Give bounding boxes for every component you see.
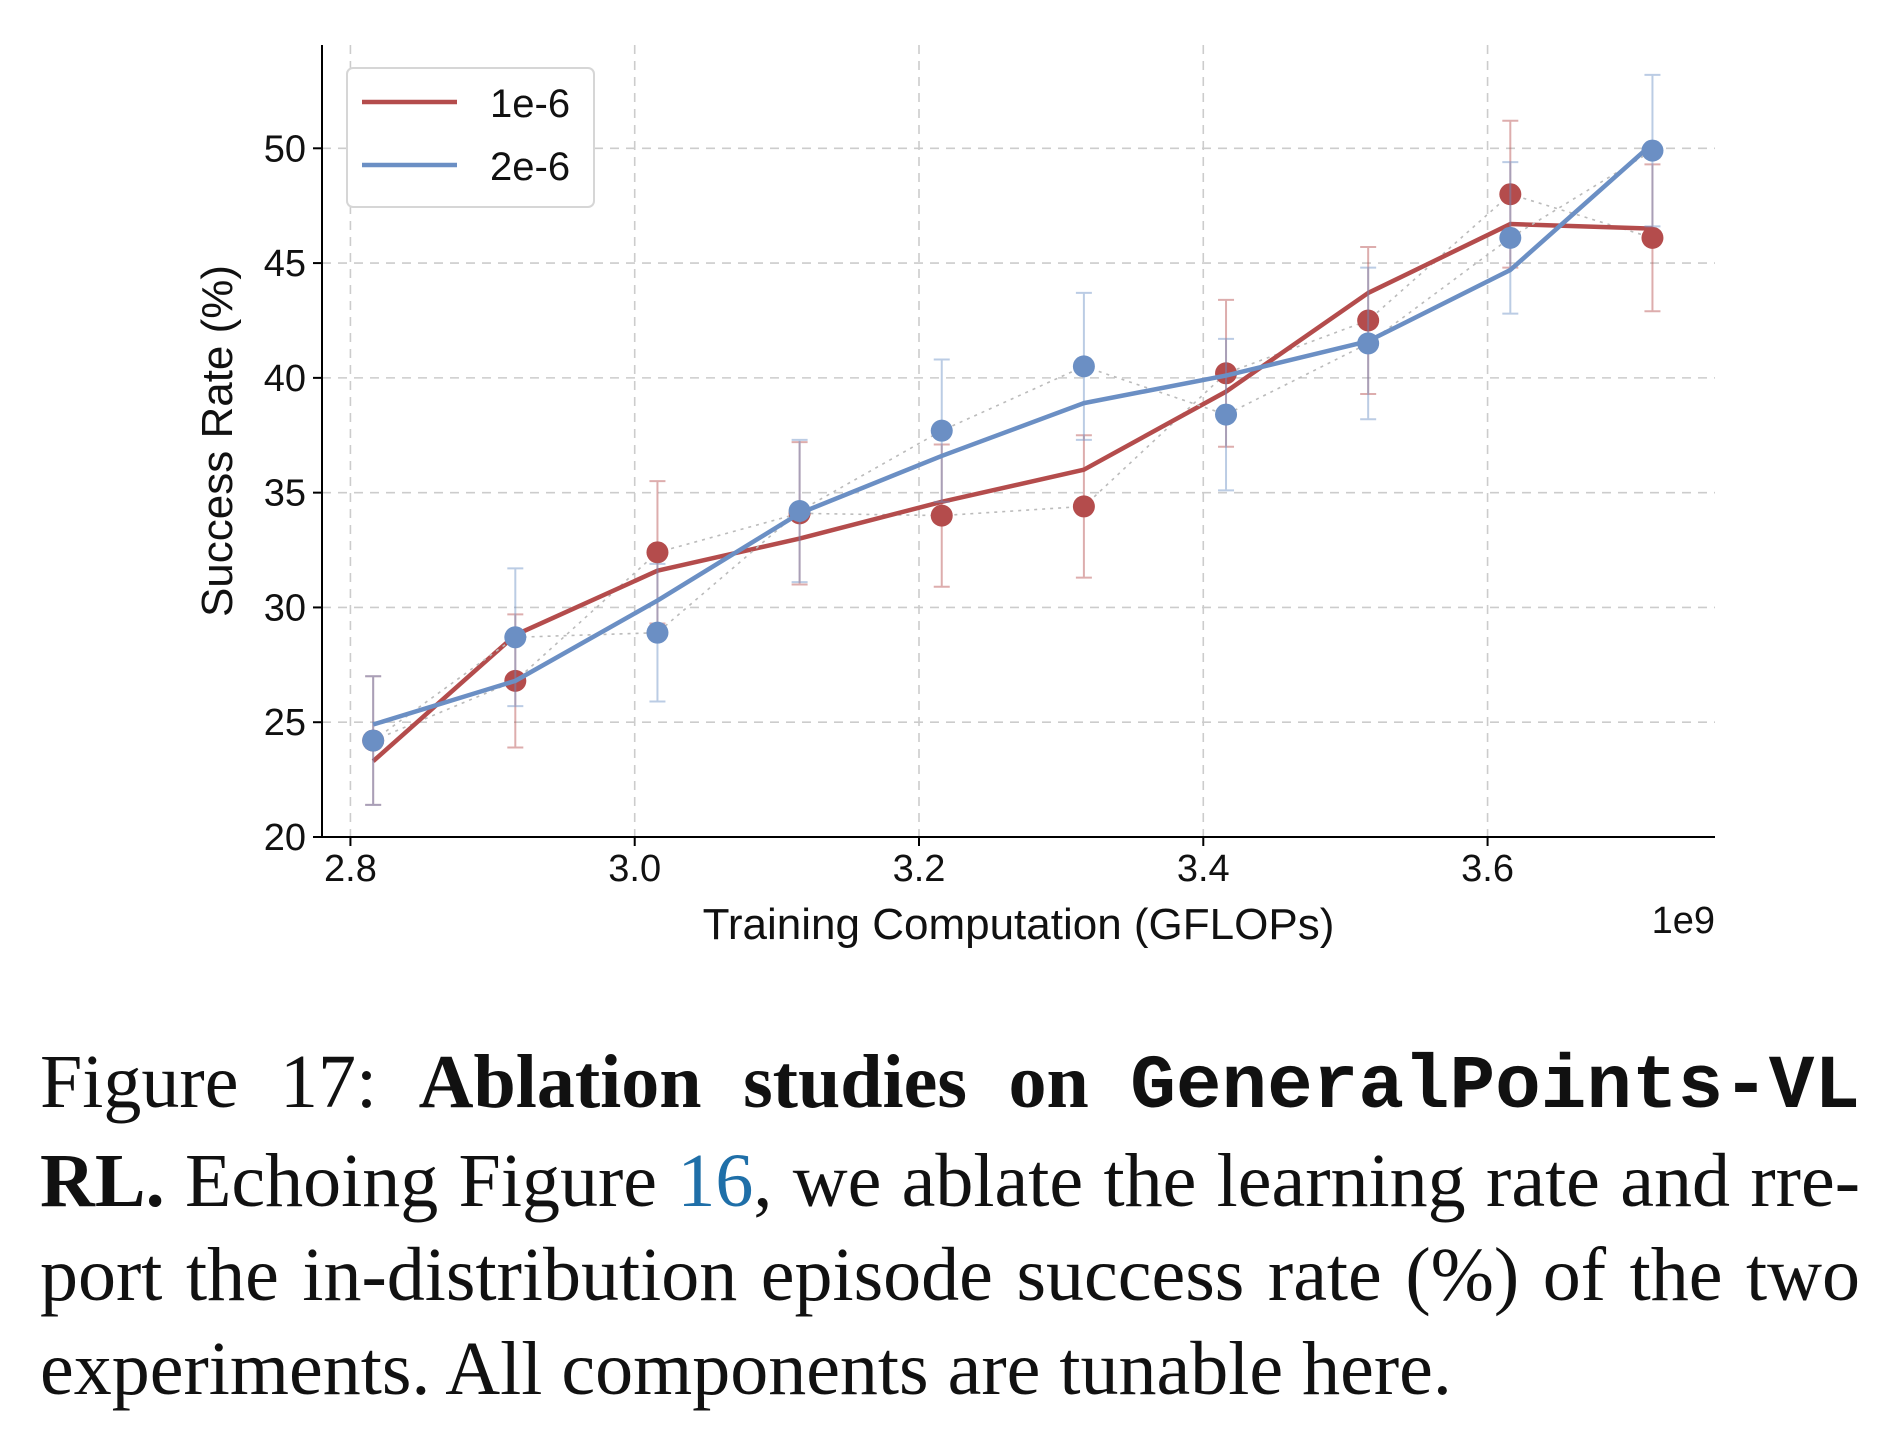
y-tick-label: 50 [264,128,306,170]
caption-title-end: RL. [40,1139,165,1223]
data-point [788,500,811,523]
y-tick-label: 40 [264,358,306,400]
data-point [930,419,953,442]
x-axis-label: Training Computation (GFLOPs) [703,900,1335,949]
y-tick-label: 45 [264,243,306,285]
x-tick-label: 2.8 [324,848,377,890]
axes: 2.8 3.0 3.2 3.4 3.6 20 25 30 35 40 45 50 Training Co… [193,45,1715,949]
series-2e-6 [362,73,1664,806]
x-tick-label: 3.0 [608,848,661,890]
y-axis-label: Success Rate (%) [193,265,242,617]
y-tick-label: 25 [264,702,306,744]
x-tick-label: 3.6 [1461,848,1514,890]
data-point [1641,139,1664,162]
series-line [371,221,1653,763]
grid-lines [322,45,1715,838]
legend-label: 1e-6 [490,82,570,126]
caption-label: Figure 17: [40,1040,378,1124]
figure-reference-link[interactable]: 16 [677,1139,754,1223]
data-point [1072,495,1095,518]
data-point [1072,355,1095,378]
x-tick-label: 3.2 [893,848,946,890]
data-point [362,729,385,752]
caption-text-after-ref: , we ablate the learning rate and rre- p… [40,1139,1861,1411]
chart-figure: 2.8 3.0 3.2 3.4 3.6 20 25 30 35 40 45 50 Training Co… [193,45,1715,949]
y-tick-label: 35 [264,473,306,515]
legend-label: 2e-6 [490,145,570,189]
data-point [1357,332,1380,355]
data-point [1499,226,1522,249]
series-1e-6 [362,119,1664,806]
data-point [646,541,669,564]
data-point [1357,309,1380,332]
data-point [1641,226,1664,249]
series-raw-connector [372,149,1653,742]
series-layer [362,73,1664,806]
x-tick-label: 3.4 [1177,848,1230,890]
data-point [930,504,953,527]
data-point [1215,403,1238,426]
data-point [504,626,527,649]
series-raw-connector [372,193,1653,742]
x-axis-offset-label: 1e9 [1652,900,1715,942]
caption-text-before-ref: Echoing Figure [184,1139,657,1223]
data-point [1499,183,1522,206]
figure-caption: Figure 17: Ablation studies on GeneralPo… [40,1035,1860,1416]
caption-title-code: GeneralPoints-VL [1130,1044,1860,1130]
y-tick-label: 30 [264,587,306,629]
series-line [372,142,1654,727]
y-tick-label: 20 [264,817,306,859]
legend: 1e-6 2e-6 [346,67,595,208]
data-point [646,621,669,644]
caption-title: Ablation studies on [418,1040,1089,1124]
